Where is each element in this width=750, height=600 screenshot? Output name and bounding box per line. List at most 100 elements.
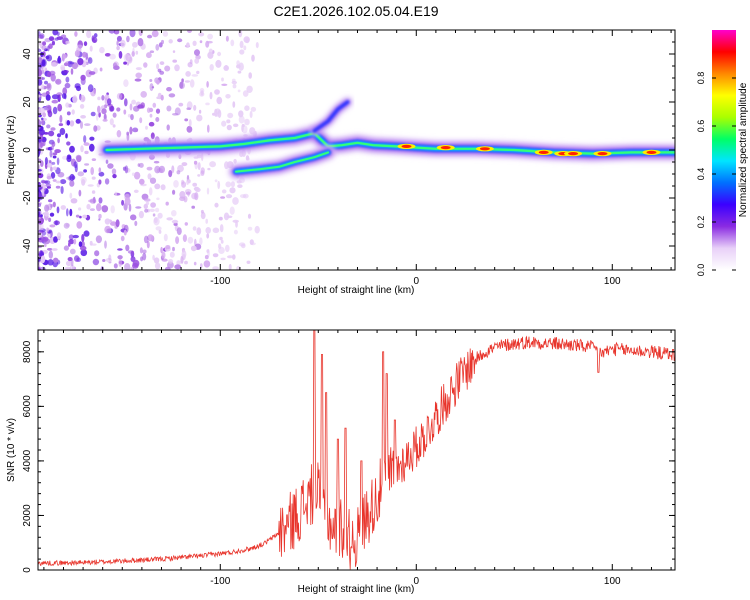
noise-speck: [106, 228, 112, 234]
noise-speck: [146, 52, 152, 59]
noise-speck: [40, 142, 44, 148]
noise-speck: [229, 187, 236, 194]
noise-speck: [86, 30, 92, 39]
colorbar: 0.0 0.2 0.4 0.6 0.8 Normalized spectral ampl…: [696, 30, 749, 276]
snr-xlabel: Height of straight line (km): [298, 584, 415, 595]
noise-speck: [221, 120, 227, 127]
noise-speck: [76, 155, 82, 163]
noise-speck: [56, 232, 62, 240]
noise-speck: [219, 224, 224, 233]
noise-speck: [51, 40, 56, 46]
noise-speck: [154, 183, 161, 190]
noise-speck: [162, 31, 169, 37]
noise-speck: [38, 169, 42, 172]
noise-speck: [60, 66, 66, 71]
noise-speck: [127, 250, 135, 254]
noise-speck: [212, 253, 219, 258]
spectral-peak-core: [401, 144, 412, 148]
noise-speck: [51, 94, 59, 100]
noise-speck: [207, 167, 211, 171]
spectrogram-ridges: [98, 97, 675, 179]
noise-speck: [38, 232, 42, 238]
noise-speck: [51, 99, 59, 104]
noise-speck: [52, 179, 57, 182]
noise-speck: [152, 254, 155, 261]
noise-speck: [65, 76, 70, 83]
noise-speck: [181, 162, 188, 167]
noise-speck: [137, 104, 144, 109]
noise-speck: [214, 89, 220, 95]
noise-speck: [101, 205, 109, 213]
noise-speck: [116, 93, 123, 100]
noise-speck: [184, 260, 188, 265]
noise-speck: [75, 118, 81, 124]
noise-speck: [63, 70, 69, 73]
noise-speck: [56, 31, 60, 36]
noise-speck: [63, 62, 69, 67]
noise-speck: [146, 107, 151, 113]
noise-speck: [142, 252, 147, 261]
noise-speck: [227, 112, 234, 119]
noise-speck: [107, 98, 112, 106]
noise-speck: [139, 117, 143, 124]
noise-speck: [172, 246, 175, 252]
noise-speck: [155, 117, 160, 122]
noise-speck: [217, 51, 222, 57]
noise-speck: [200, 209, 204, 214]
noise-speck: [238, 110, 244, 118]
noise-speck: [168, 259, 174, 264]
noise-speck: [176, 260, 181, 266]
noise-speck: [108, 30, 116, 34]
noise-speck: [98, 218, 101, 221]
x-tick-label: 100: [604, 276, 621, 287]
colorbar-ticks: 0.0 0.2 0.4 0.6 0.8: [696, 72, 736, 276]
noise-speck: [46, 227, 49, 233]
noise-speck: [50, 62, 58, 67]
noise-speck: [50, 166, 53, 172]
noise-speck: [174, 264, 182, 270]
noise-speck: [159, 61, 165, 65]
noise-speck: [243, 45, 247, 51]
noise-speck: [56, 206, 60, 214]
noise-speck: [224, 65, 228, 70]
noise-speck: [198, 32, 205, 37]
noise-speck: [50, 204, 53, 208]
y-tick-label: -20: [22, 190, 33, 205]
noise-speck: [245, 37, 250, 44]
noise-speck: [113, 65, 120, 70]
noise-speck: [226, 124, 232, 131]
noise-speck: [83, 135, 87, 143]
noise-speck: [44, 211, 49, 217]
snr-series-line: [38, 330, 675, 570]
noise-speck: [108, 254, 112, 261]
noise-speck: [131, 51, 135, 57]
noise-speck: [56, 133, 62, 138]
noise-speck: [83, 230, 90, 237]
noise-speck: [55, 185, 61, 189]
noise-speck: [140, 256, 144, 262]
noise-speck: [38, 141, 41, 149]
noise-speck: [155, 207, 160, 213]
noise-speck: [142, 249, 147, 254]
noise-speck: [166, 124, 170, 131]
noise-speck: [206, 233, 210, 239]
noise-speck: [69, 180, 75, 187]
noise-speck: [57, 171, 65, 178]
noise-speck: [52, 166, 57, 171]
noise-speck: [238, 177, 245, 184]
noise-speck: [76, 44, 83, 49]
noise-speck: [80, 249, 88, 257]
noise-speck: [134, 78, 142, 82]
noise-speck: [74, 255, 80, 262]
noise-speck: [45, 183, 52, 188]
noise-speck: [176, 227, 182, 236]
noise-speck: [68, 175, 72, 181]
noise-speck: [226, 119, 231, 124]
spectrogram-noise-field: [38, 30, 260, 270]
noise-speck: [104, 218, 111, 225]
noise-speck: [121, 199, 125, 206]
noise-speck: [184, 80, 190, 83]
noise-speck: [71, 175, 76, 180]
noise-speck: [60, 186, 64, 194]
noise-speck: [232, 219, 239, 223]
